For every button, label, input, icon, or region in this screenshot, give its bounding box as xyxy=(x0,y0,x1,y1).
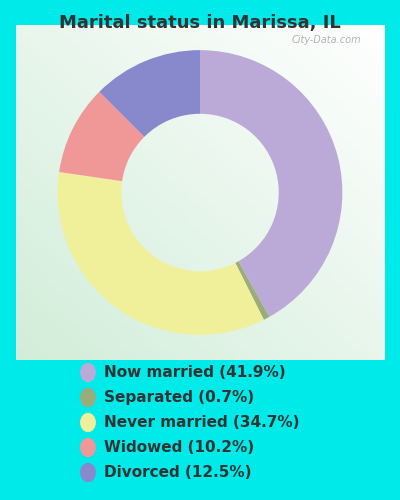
Wedge shape xyxy=(235,261,269,320)
Wedge shape xyxy=(58,172,264,335)
Text: City-Data.com: City-Data.com xyxy=(291,35,361,45)
Text: Marital status in Marissa, IL: Marital status in Marissa, IL xyxy=(59,14,341,32)
Wedge shape xyxy=(59,92,144,181)
Wedge shape xyxy=(200,50,342,317)
Text: Now married (41.9%): Now married (41.9%) xyxy=(104,365,286,380)
Text: Never married (34.7%): Never married (34.7%) xyxy=(104,415,300,430)
Wedge shape xyxy=(99,50,200,137)
Text: Widowed (10.2%): Widowed (10.2%) xyxy=(104,440,254,455)
Text: Separated (0.7%): Separated (0.7%) xyxy=(104,390,254,405)
Text: Divorced (12.5%): Divorced (12.5%) xyxy=(104,465,252,480)
